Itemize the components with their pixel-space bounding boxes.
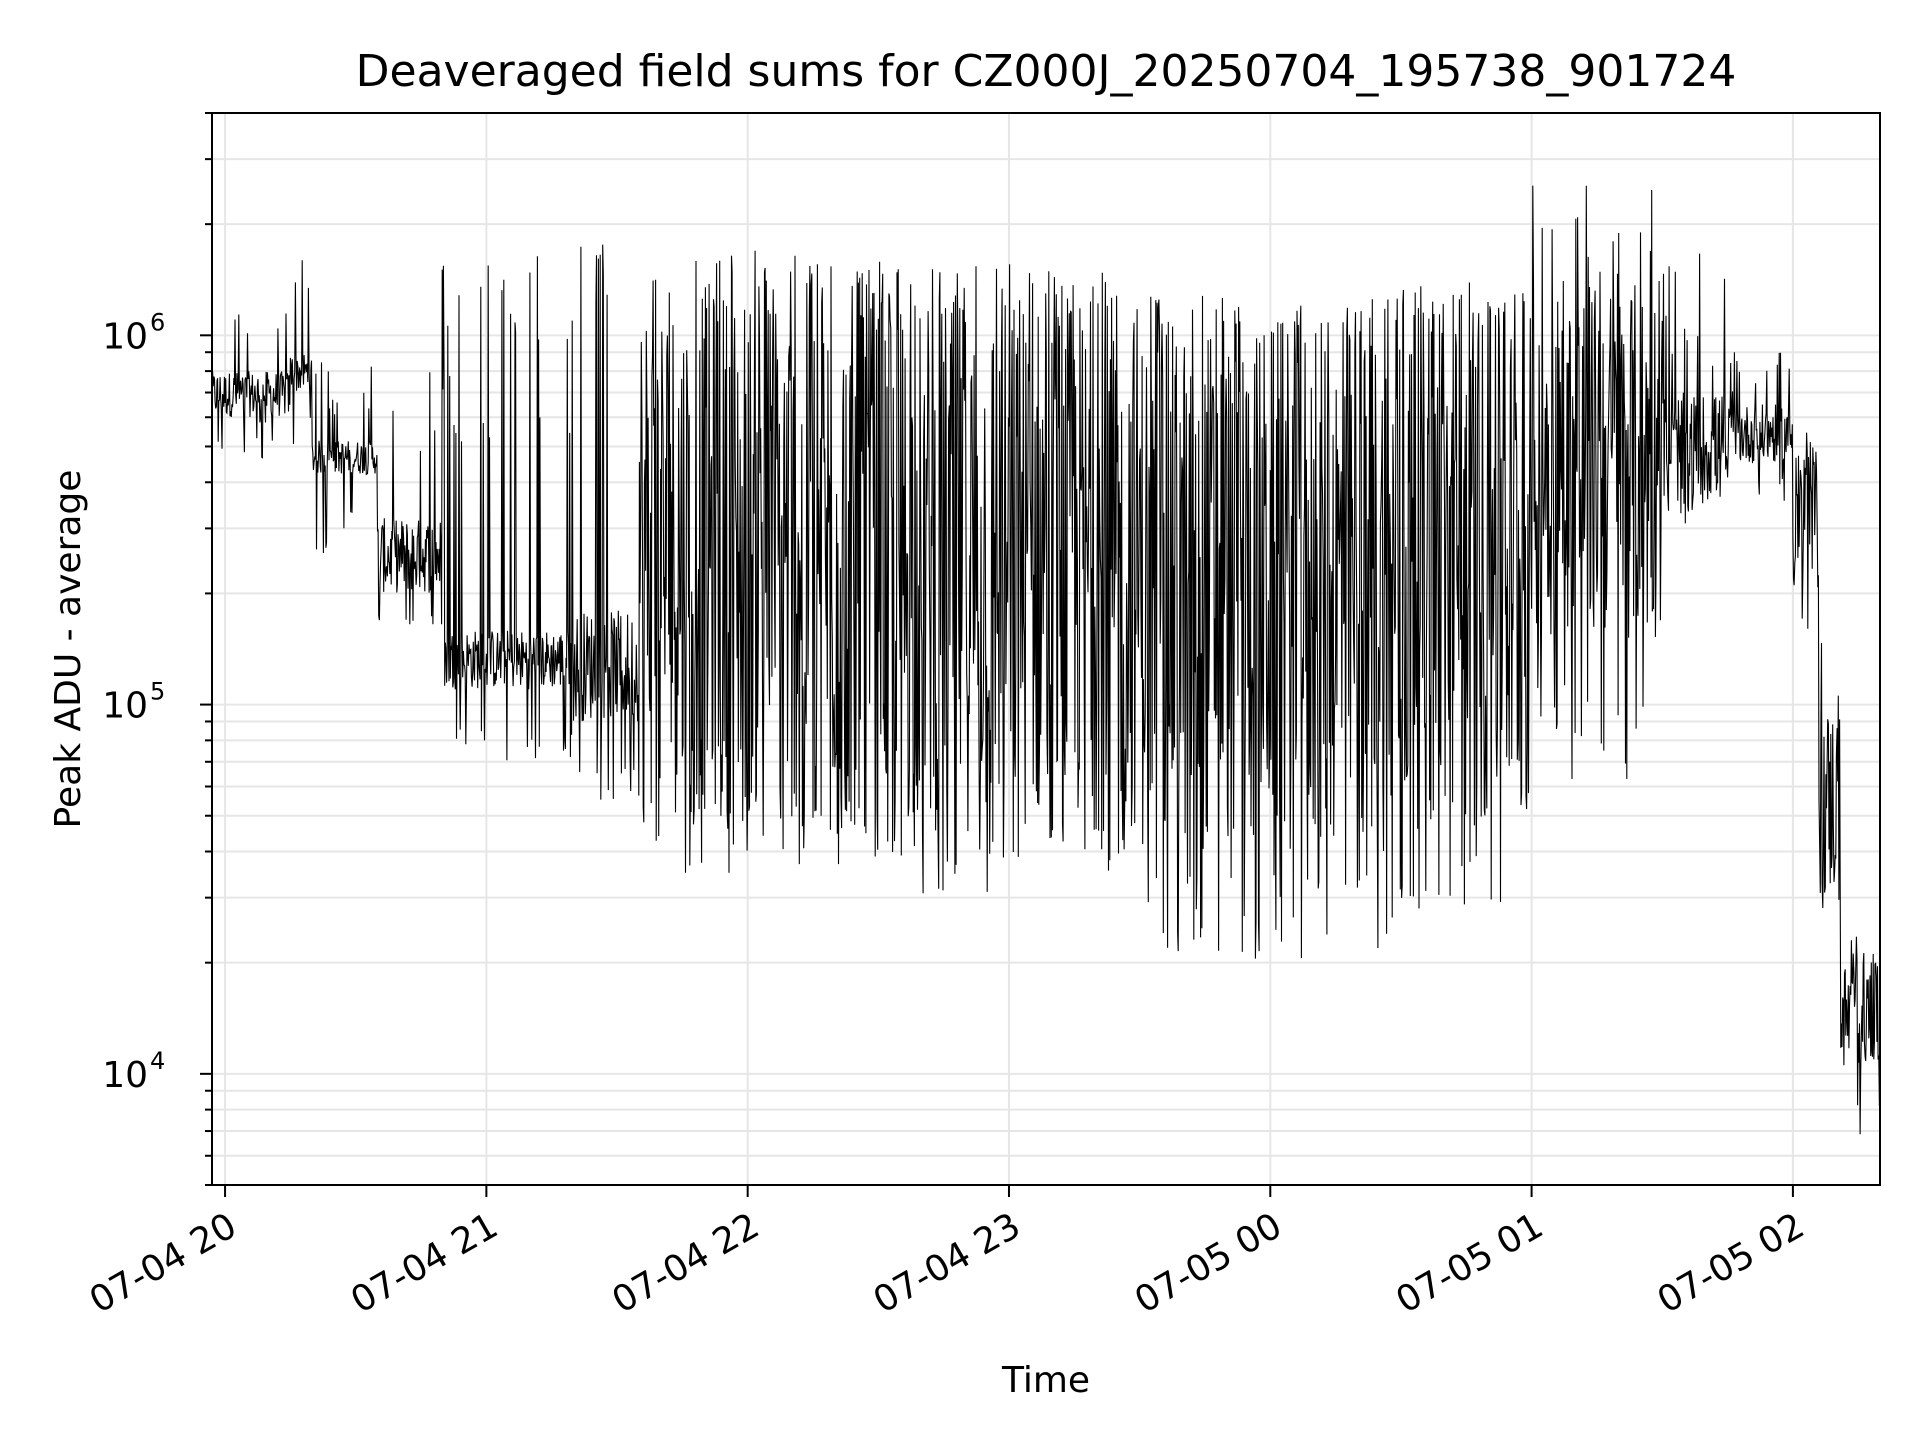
grid	[212, 112, 1880, 1186]
y-tick-base: 10	[102, 686, 148, 727]
y-tick-base: 10	[102, 1055, 148, 1096]
y-tick-exponent: 5	[150, 678, 165, 706]
y-tick-label: 10 6	[102, 308, 165, 357]
y-tick-exponent: 4	[150, 1047, 165, 1075]
x-axis-label: Time	[1001, 1360, 1090, 1401]
y-tick-exponent: 6	[150, 308, 165, 336]
chart-title: Deaveraged field sums for CZ000J_2025070…	[356, 46, 1737, 97]
y-tick-base: 10	[102, 316, 148, 357]
series-line	[212, 185, 1880, 1135]
y-tick-label: 10 5	[102, 678, 165, 727]
plot-frame	[211, 112, 1881, 1186]
y-tick-label: 10 4	[102, 1047, 165, 1096]
y-axis-label: Peak ADU - average	[48, 470, 89, 829]
plot-area	[212, 185, 1880, 1135]
